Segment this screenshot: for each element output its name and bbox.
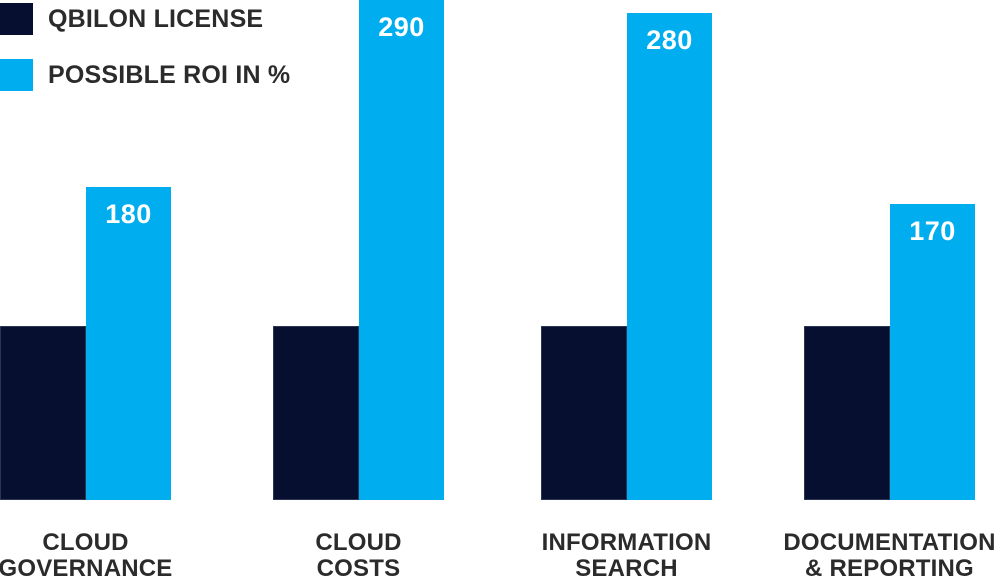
roi-bar: 280 [627, 13, 712, 500]
category-label-line: & REPORTING [805, 555, 974, 582]
license-bar [0, 326, 86, 500]
license-bar [541, 326, 627, 500]
license-bar [273, 326, 359, 500]
category-label: INFORMATION SEARCH [542, 530, 712, 582]
legend: QBILON LICENSE POSSIBLE ROI IN % [0, 3, 290, 91]
category-label-line: SEARCH [575, 555, 678, 582]
legend-label: POSSIBLE ROI IN % [48, 60, 291, 89]
bar-group: 170 [804, 0, 975, 500]
category-label-line: COSTS [316, 555, 401, 582]
bar-group: 280 [541, 0, 712, 500]
roi-value-label: 290 [378, 12, 425, 42]
category-label-line: CLOUD [315, 529, 402, 556]
license-bar [804, 326, 890, 500]
category-label-line: DOCUMENTATION [783, 529, 995, 556]
bar-group: 180 [0, 0, 171, 500]
category-label-line: CLOUD [42, 529, 129, 556]
legend-swatch-icon [0, 3, 33, 35]
legend-item: POSSIBLE ROI IN % [0, 59, 290, 91]
legend-label: QBILON LICENSE [48, 4, 264, 33]
bar-group: 290 [273, 0, 444, 500]
roi-bar: 170 [890, 204, 975, 500]
category-label: CLOUD GOVERNANCE [0, 530, 173, 582]
roi-value-label: 180 [105, 199, 152, 229]
category-label: CLOUD COSTS [315, 530, 401, 582]
category-label: DOCUMENTATION & REPORTING [783, 530, 995, 582]
category-label-line: GOVERNANCE [0, 555, 173, 582]
roi-value-label: 170 [909, 216, 956, 246]
category-label-line: INFORMATION [541, 529, 712, 556]
roi-bar: 180 [86, 187, 171, 500]
roi-bar: 290 [359, 0, 444, 500]
legend-item: QBILON LICENSE [0, 3, 290, 35]
plot-area: 180 290 280 170 [0, 0, 975, 500]
roi-value-label: 280 [646, 25, 693, 55]
legend-swatch-icon [0, 59, 33, 91]
